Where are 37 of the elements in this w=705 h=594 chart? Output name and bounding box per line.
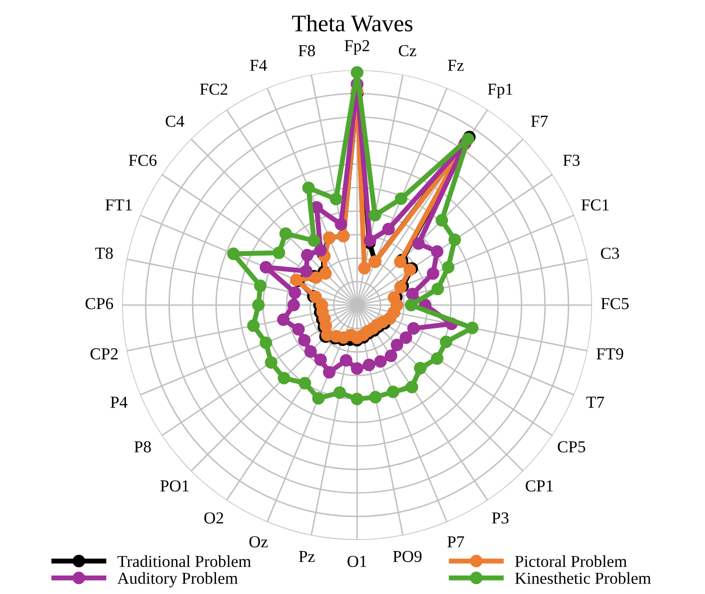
spoke-label: P7: [447, 536, 464, 548]
spoke-label: Pz: [298, 551, 315, 562]
spoke-label: Fp2: [344, 40, 370, 55]
spoke-label: PO9: [393, 550, 422, 562]
spoke-label: FC6: [128, 154, 157, 166]
spoke-label: F8: [298, 45, 315, 56]
spoke-label: PO1: [160, 480, 189, 492]
legend-label: Kinesthetic Problem: [515, 572, 651, 584]
spoke-label: P3: [492, 512, 508, 524]
legend-label: Pictoral Problem: [515, 555, 627, 568]
spoke-label: F3: [563, 154, 580, 166]
spoke-label: CP6: [86, 298, 114, 310]
spoke-label: Fz: [448, 60, 464, 71]
legend-label: Traditional Problem: [117, 555, 252, 568]
spoke-label: CP2: [90, 348, 118, 360]
chart-title: Theta Waves: [292, 14, 412, 32]
spoke-label: O2: [204, 512, 224, 524]
spoke-label: F7: [531, 116, 548, 127]
spoke-label: P4: [110, 396, 128, 408]
spoke-label: FC1: [581, 199, 609, 211]
legend-label: Auditory Problem: [117, 572, 238, 588]
spoke-label: Oz: [249, 536, 268, 548]
spoke-label: FT9: [596, 348, 624, 360]
spoke-label: FT1: [105, 199, 132, 210]
spoke-label: T8: [95, 248, 113, 259]
spoke-label: P8: [134, 441, 151, 452]
spoke-label: FC5: [601, 298, 629, 310]
spoke-label: T7: [586, 396, 604, 408]
spoke-label: Cz: [398, 45, 416, 56]
spoke-label: C3: [600, 248, 620, 259]
spoke-label: O1: [348, 556, 366, 568]
spoke-label: C4: [166, 116, 184, 127]
spoke-label: FC2: [200, 84, 228, 95]
spoke-label: F4: [250, 60, 267, 71]
spoke-label: CP5: [558, 441, 586, 452]
spoke-label: CP1: [526, 480, 553, 492]
spoke-label: Fp1: [488, 84, 512, 98]
